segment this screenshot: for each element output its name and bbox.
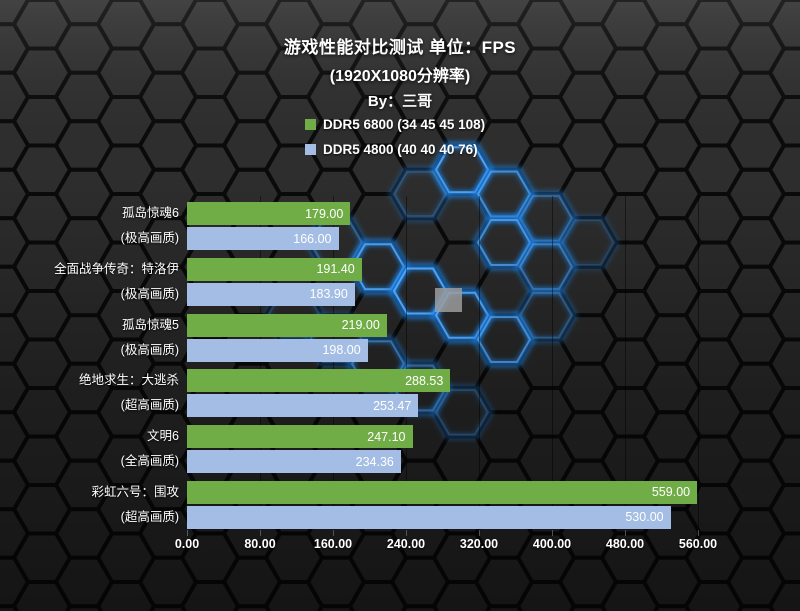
category-setting: (全高画质) [120,454,179,469]
category-setting: (极高画质) [120,231,179,245]
gridline [479,196,480,536]
bar-ddr5-6800: 179.00 [187,202,351,225]
bar-value-label: 179.00 [305,206,344,221]
bar-group: 彩虹六号：围攻 (超高画质) 559.00 530.00 [0,480,800,529]
bar-ddr5-6800: 559.00 [187,480,698,504]
bar-value-label: 253.47 [373,398,412,413]
bar-group: 全面战争传奇：特洛伊 (极高画质) 191.40 183.90 [0,257,800,306]
x-axis-tick-label: 240.00 [386,537,426,551]
gridline [260,196,261,536]
bar-pair: 247.10 234.36 [187,425,413,474]
legend-label: DDR5 4800 (40 40 40 76) [323,142,478,157]
chart-byline: By：三哥 [367,93,433,110]
category-name: 孤岛惊魂6 [122,206,179,220]
category-setting: (超高画质) [120,398,179,413]
bar-value-label: 559.00 [651,485,691,500]
bar-ddr5-4800: 183.90 [187,282,355,306]
bar-ddr5-6800: 191.40 [187,257,362,281]
category-name: 孤岛惊魂5 [122,317,179,332]
category-setting: (极高画质) [120,342,179,357]
bar-value-label: 288.53 [405,373,444,388]
chart-title: 游戏性能对比测试 单位：FPS [283,38,517,57]
legend-item-1: DDR5 6800 (34 45 45 108) [305,117,485,132]
bar-value-label: 247.10 [367,429,406,444]
bar-group: 文明6 (全高画质) 247.10 234.36 [0,425,800,474]
x-axis-tickmark [552,530,553,536]
x-axis-tickmark [333,530,334,536]
gridline [625,196,626,536]
x-axis-tickmark [187,530,188,536]
category-label: 彩虹六号：围攻 (超高画质) [0,481,187,529]
x-axis-tickmark [479,530,480,536]
bar-ddr5-4800: 253.47 [187,394,419,418]
x-axis-tickmark [698,530,699,536]
legend-swatch-icon [305,144,316,155]
bar-pair: 219.00 198.00 [187,313,387,362]
bar-value-label: 183.90 [309,287,348,302]
x-axis-tick-label: 480.00 [605,537,645,551]
category-name: 文明6 [147,429,179,444]
legend-swatch-icon [305,119,316,130]
x-axis-tickmark [406,530,407,536]
x-axis-tick-label: 0.00 [174,537,200,551]
bar-group: 孤岛惊魂6 (极高画质) 179.00 166.00 [0,202,800,250]
bar-ddr5-4800: 166.00 [187,227,339,250]
legend-item-2: DDR5 4800 (40 40 40 76) [305,142,485,157]
bar-value-label: 198.00 [322,343,361,358]
bar-ddr5-6800: 288.53 [187,369,451,393]
category-name: 全面战争传奇：特洛伊 [53,261,179,276]
bar-value-label: 166.00 [293,231,332,246]
category-name: 彩虹六号：围攻 [91,484,179,499]
category-label: 文明6 (全高画质) [0,425,187,473]
category-setting: (超高画质) [120,509,179,524]
bar-pair: 179.00 166.00 [187,202,351,250]
bar-value-label: 219.00 [341,318,380,333]
legend-label: DDR5 6800 (34 45 45 108) [323,117,486,132]
x-axis-tickmark [260,530,261,536]
category-label: 全面战争传奇：特洛伊 (极高画质) [0,258,187,306]
bar-groups: 孤岛惊魂6 (极高画质) 179.00 166.00 全面战争传奇：特洛伊 (极高画质) 1… [0,202,800,529]
category-name: 绝地求生：大逃杀 [78,373,179,388]
category-setting: (极高画质) [120,286,179,301]
x-axis-tick-label: 160.00 [313,537,353,551]
bar-pair: 191.40 183.90 [187,257,362,306]
gridline [552,196,553,536]
bar-ddr5-4800: 234.36 [187,450,401,474]
bar-value-label: 530.00 [625,510,664,525]
bar-pair: 288.53 253.47 [187,369,451,418]
x-axis-tick-label: 560.00 [678,537,718,551]
category-label: 孤岛惊魂5 (极高画质) [0,314,187,362]
bar-ddr5-6800: 219.00 [187,313,387,337]
bar-group: 孤岛惊魂5 (极高画质) 219.00 198.00 [0,313,800,362]
x-axis-tickmark [625,530,626,536]
bar-ddr5-4800: 198.00 [187,338,368,362]
gridline [698,196,699,536]
category-label: 孤岛惊魂6 (极高画质) [0,202,187,250]
x-axis-tick-label: 400.00 [532,537,572,551]
gray-reflection-rect [435,288,462,312]
x-axis-tick-label: 80.00 [244,537,276,551]
gridline [333,196,334,536]
bar-ddr5-6800: 247.10 [187,425,413,449]
x-axis-tick-label: 320.00 [459,537,499,551]
category-label: 绝地求生：大逃杀 (超高画质) [0,369,187,417]
bar-value-label: 191.40 [316,262,355,277]
bar-ddr5-4800: 530.00 [187,505,671,529]
bar-pair: 559.00 530.00 [187,480,698,529]
bar-group: 绝地求生：大逃杀 (超高画质) 288.53 253.47 [0,369,800,418]
gridline [406,196,407,536]
bar-value-label: 234.36 [355,454,394,469]
chart-subtitle: (1920X1080分辨率) [329,68,471,85]
legend: DDR5 6800 (34 45 45 108) DDR5 4800 (40 40… [305,117,485,157]
